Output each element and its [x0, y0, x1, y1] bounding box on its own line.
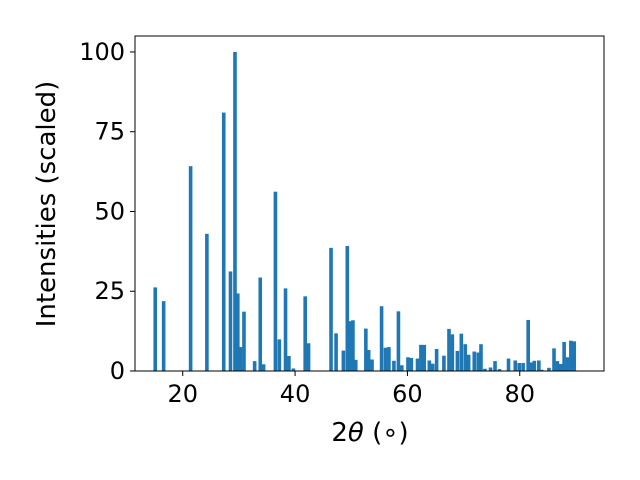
- bar: [529, 362, 534, 371]
- bar: [261, 364, 266, 371]
- bar: [329, 247, 333, 371]
- bar: [430, 363, 435, 371]
- y-tick-label: 100: [79, 38, 125, 66]
- bar: [572, 341, 577, 371]
- bar: [419, 344, 423, 371]
- y-axis-label: Intensities (scaled): [32, 81, 62, 328]
- bar: [188, 166, 193, 371]
- bar: [450, 334, 455, 371]
- bar: [238, 347, 243, 371]
- bar: [558, 363, 563, 371]
- x-tick-label: 80: [504, 380, 535, 408]
- bar: [506, 358, 511, 371]
- x-tick-label: 40: [280, 380, 311, 408]
- bar: [434, 348, 439, 371]
- bar: [415, 358, 420, 371]
- bar: [353, 359, 358, 371]
- bar: [521, 363, 525, 371]
- bar: [287, 356, 291, 371]
- bar: [161, 301, 166, 371]
- bar: [539, 369, 544, 371]
- bar: [513, 360, 518, 371]
- bar: [400, 365, 404, 371]
- y-tick-label: 0: [110, 357, 125, 385]
- x-tick-label: 60: [392, 380, 423, 408]
- y-tick-label: 75: [94, 118, 125, 146]
- bar: [370, 359, 374, 371]
- bar: [392, 360, 396, 371]
- bar: [459, 333, 464, 371]
- bar: [547, 367, 551, 371]
- bar: [277, 339, 282, 371]
- bar: [562, 341, 566, 371]
- bar: [493, 361, 497, 371]
- y-tick-label: 50: [94, 197, 125, 225]
- bar: [497, 369, 502, 371]
- bar: [517, 363, 521, 371]
- bar: [387, 347, 391, 371]
- bar: [406, 357, 410, 371]
- y-tick-label: 25: [94, 277, 125, 305]
- bar: [252, 361, 257, 371]
- bar: [463, 344, 468, 371]
- bar: [472, 351, 477, 371]
- bar: [422, 344, 427, 371]
- x-axis-label-unit: (∘): [364, 418, 409, 448]
- bar: [291, 368, 296, 371]
- bar: [526, 319, 530, 371]
- bar: [306, 343, 311, 371]
- bar: [341, 350, 346, 371]
- bar: [447, 328, 451, 371]
- bar: [455, 350, 460, 371]
- bar: [283, 288, 288, 371]
- bar: [442, 355, 446, 371]
- x-tick-label: 20: [167, 380, 198, 408]
- x-axis-label: 2θ (∘): [331, 418, 408, 448]
- bar: [532, 360, 537, 371]
- bar: [552, 348, 556, 371]
- bar: [479, 344, 483, 371]
- bar: [334, 333, 338, 371]
- bar: [153, 287, 158, 371]
- bar: [351, 320, 355, 371]
- bar: [427, 360, 432, 371]
- bar: [565, 357, 570, 371]
- bar: [396, 311, 401, 371]
- bar: [364, 328, 368, 371]
- bar: [233, 51, 237, 371]
- bar: [221, 112, 226, 371]
- bar: [258, 277, 263, 371]
- bar: [488, 367, 493, 371]
- bar: [242, 311, 246, 371]
- plot-frame: [134, 35, 605, 372]
- bar: [569, 340, 573, 371]
- bar: [205, 233, 209, 371]
- x-axis-label-main: 2: [331, 418, 348, 448]
- bar: [228, 271, 233, 371]
- x-axis-label-symbol: θ: [348, 418, 364, 448]
- bar: [483, 368, 487, 371]
- bar: [379, 306, 384, 371]
- bar: [409, 357, 414, 371]
- bar: [303, 296, 307, 371]
- bar: [383, 347, 388, 371]
- y-axis-ticks: 0 25 50 75 100: [79, 38, 135, 385]
- bar: [555, 361, 560, 371]
- x-axis-ticks: 20 40 60 80: [167, 371, 535, 408]
- bar: [273, 191, 278, 371]
- bar: [476, 352, 480, 371]
- bar: [466, 354, 471, 371]
- bar: [345, 245, 350, 371]
- bar: [537, 360, 541, 371]
- bars-group: [153, 51, 577, 371]
- bar: [235, 293, 240, 371]
- bar: [366, 349, 371, 371]
- bar: [348, 321, 352, 371]
